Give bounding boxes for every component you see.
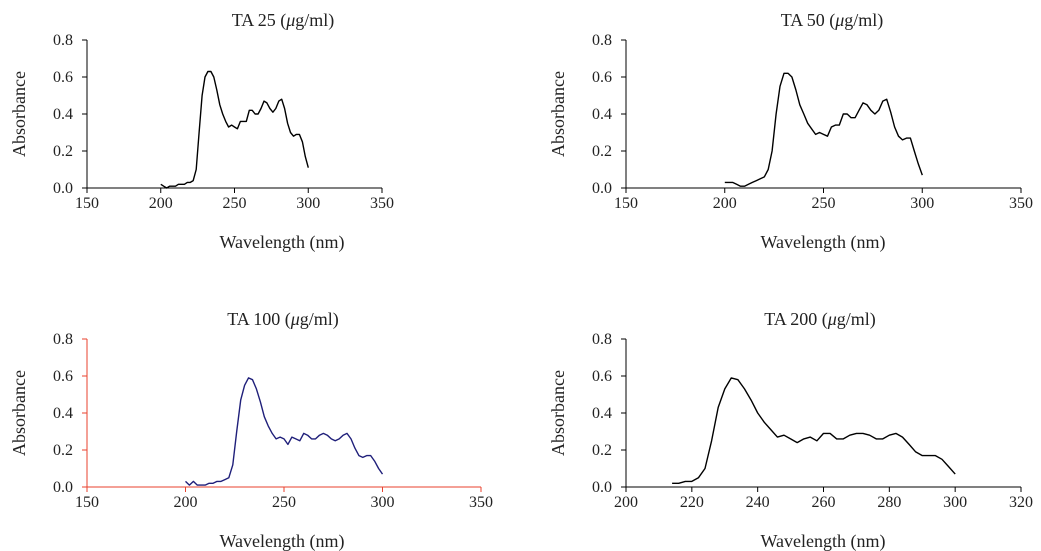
x-tick-label: 300 bbox=[910, 195, 934, 212]
x-tick-label: 260 bbox=[812, 494, 836, 511]
y-tick-label: 0.0 bbox=[53, 180, 73, 197]
y-tick-label: 0.0 bbox=[592, 180, 612, 197]
x-tick-label: 350 bbox=[469, 494, 493, 511]
y-tick-label: 0.2 bbox=[592, 143, 612, 160]
chart-title: TA 25 (μg/ml) bbox=[232, 10, 335, 31]
absorbance-series-line bbox=[672, 377, 956, 484]
x-tick-label: 280 bbox=[877, 494, 901, 511]
y-tick-label: 0.4 bbox=[53, 106, 73, 123]
x-tick-label: 250 bbox=[272, 494, 296, 511]
y-tick-label: 0.6 bbox=[592, 368, 612, 385]
y-tick-label: 0.8 bbox=[53, 331, 73, 348]
x-tick-label: 200 bbox=[713, 195, 737, 212]
chart-panel-2: TA 50 (μg/ml) 0.0 0.2 0.4 0.6 0.8 150 200 250 300… bbox=[548, 10, 1033, 253]
x-tick-label: 320 bbox=[1009, 494, 1033, 511]
chart-title-unit: g/ml) bbox=[300, 309, 339, 330]
x-tick-label: 300 bbox=[371, 494, 395, 511]
y-axis-label: Absorbance bbox=[548, 370, 568, 456]
x-tick-label: 200 bbox=[174, 494, 198, 511]
chart-title-mu: μ bbox=[827, 309, 837, 329]
chart-title-mu: μ bbox=[290, 309, 300, 329]
chart-title-mu: μ bbox=[285, 10, 295, 30]
y-tick-label: 0.8 bbox=[53, 32, 73, 49]
x-tick-label: 150 bbox=[75, 494, 99, 511]
x-tick-label: 300 bbox=[296, 195, 320, 212]
x-tick-label: 300 bbox=[943, 494, 967, 511]
x-axis-label: Wavelength (nm) bbox=[219, 531, 344, 551]
chart-title: TA 50 (μg/ml) bbox=[781, 10, 884, 31]
x-tick-label: 240 bbox=[746, 494, 770, 511]
chart-panel-3: TA 100 (μg/ml) 0.0 0.2 0.4 0.6 0.8 150 200 250 30… bbox=[9, 309, 493, 551]
chart-title-text: TA 50 ( bbox=[781, 10, 836, 31]
y-tick-label: 0.4 bbox=[592, 106, 612, 123]
absorbance-series-line bbox=[185, 377, 384, 486]
y-tick-label: 0.4 bbox=[53, 405, 73, 422]
chart-title-unit: g/ml) bbox=[295, 10, 334, 31]
chart-title: TA 200 (μg/ml) bbox=[764, 309, 876, 330]
y-tick-label: 0.8 bbox=[592, 331, 612, 348]
y-tick-label: 0.8 bbox=[592, 32, 612, 49]
y-tick-label: 0.0 bbox=[53, 479, 73, 496]
chart-title-text: TA 200 ( bbox=[764, 309, 828, 330]
x-tick-label: 350 bbox=[1009, 195, 1033, 212]
y-tick-label: 0.0 bbox=[592, 479, 612, 496]
y-tick-label: 0.2 bbox=[53, 442, 73, 459]
absorbance-series-line bbox=[160, 70, 309, 189]
y-tick-label: 0.6 bbox=[592, 69, 612, 86]
x-tick-label: 220 bbox=[680, 494, 704, 511]
absorbance-series-line bbox=[724, 72, 923, 187]
y-tick-label: 0.6 bbox=[53, 69, 73, 86]
x-tick-label: 150 bbox=[614, 195, 638, 212]
x-axis-label: Wavelength (nm) bbox=[760, 232, 885, 253]
x-tick-label: 200 bbox=[149, 195, 173, 212]
y-tick-label: 0.6 bbox=[53, 368, 73, 385]
x-tick-label: 200 bbox=[614, 494, 638, 511]
y-tick-label: 0.2 bbox=[53, 143, 73, 160]
chart-title-unit: g/ml) bbox=[844, 10, 883, 31]
chart-panel-4: TA 200 (μg/ml) 0.0 0.2 0.4 0.6 0.8 200 220 240 26… bbox=[548, 309, 1033, 551]
chart-title-unit: g/ml) bbox=[837, 309, 876, 330]
y-axis-label: Absorbance bbox=[548, 71, 568, 157]
y-axis-label: Absorbance bbox=[9, 370, 29, 456]
chart-title-text: TA 100 ( bbox=[227, 309, 291, 330]
x-tick-label: 150 bbox=[75, 195, 99, 212]
y-tick-label: 0.2 bbox=[592, 442, 612, 459]
x-tick-label: 250 bbox=[223, 195, 247, 212]
chart-panel-1: TA 25 (μg/ml) 0.0 0.2 0.4 0.6 0.8 150 200 250 300… bbox=[9, 10, 394, 253]
x-tick-label: 350 bbox=[370, 195, 394, 212]
y-tick-label: 0.4 bbox=[592, 405, 612, 422]
x-tick-label: 250 bbox=[812, 195, 836, 212]
chart-title: TA 100 (μg/ml) bbox=[227, 309, 339, 330]
x-axis-label: Wavelength (nm) bbox=[760, 531, 885, 551]
y-axis-label: Absorbance bbox=[9, 71, 29, 157]
chart-title-mu: μ bbox=[834, 10, 844, 30]
chart-title-text: TA 25 ( bbox=[232, 10, 287, 31]
x-axis-label: Wavelength (nm) bbox=[219, 232, 344, 253]
